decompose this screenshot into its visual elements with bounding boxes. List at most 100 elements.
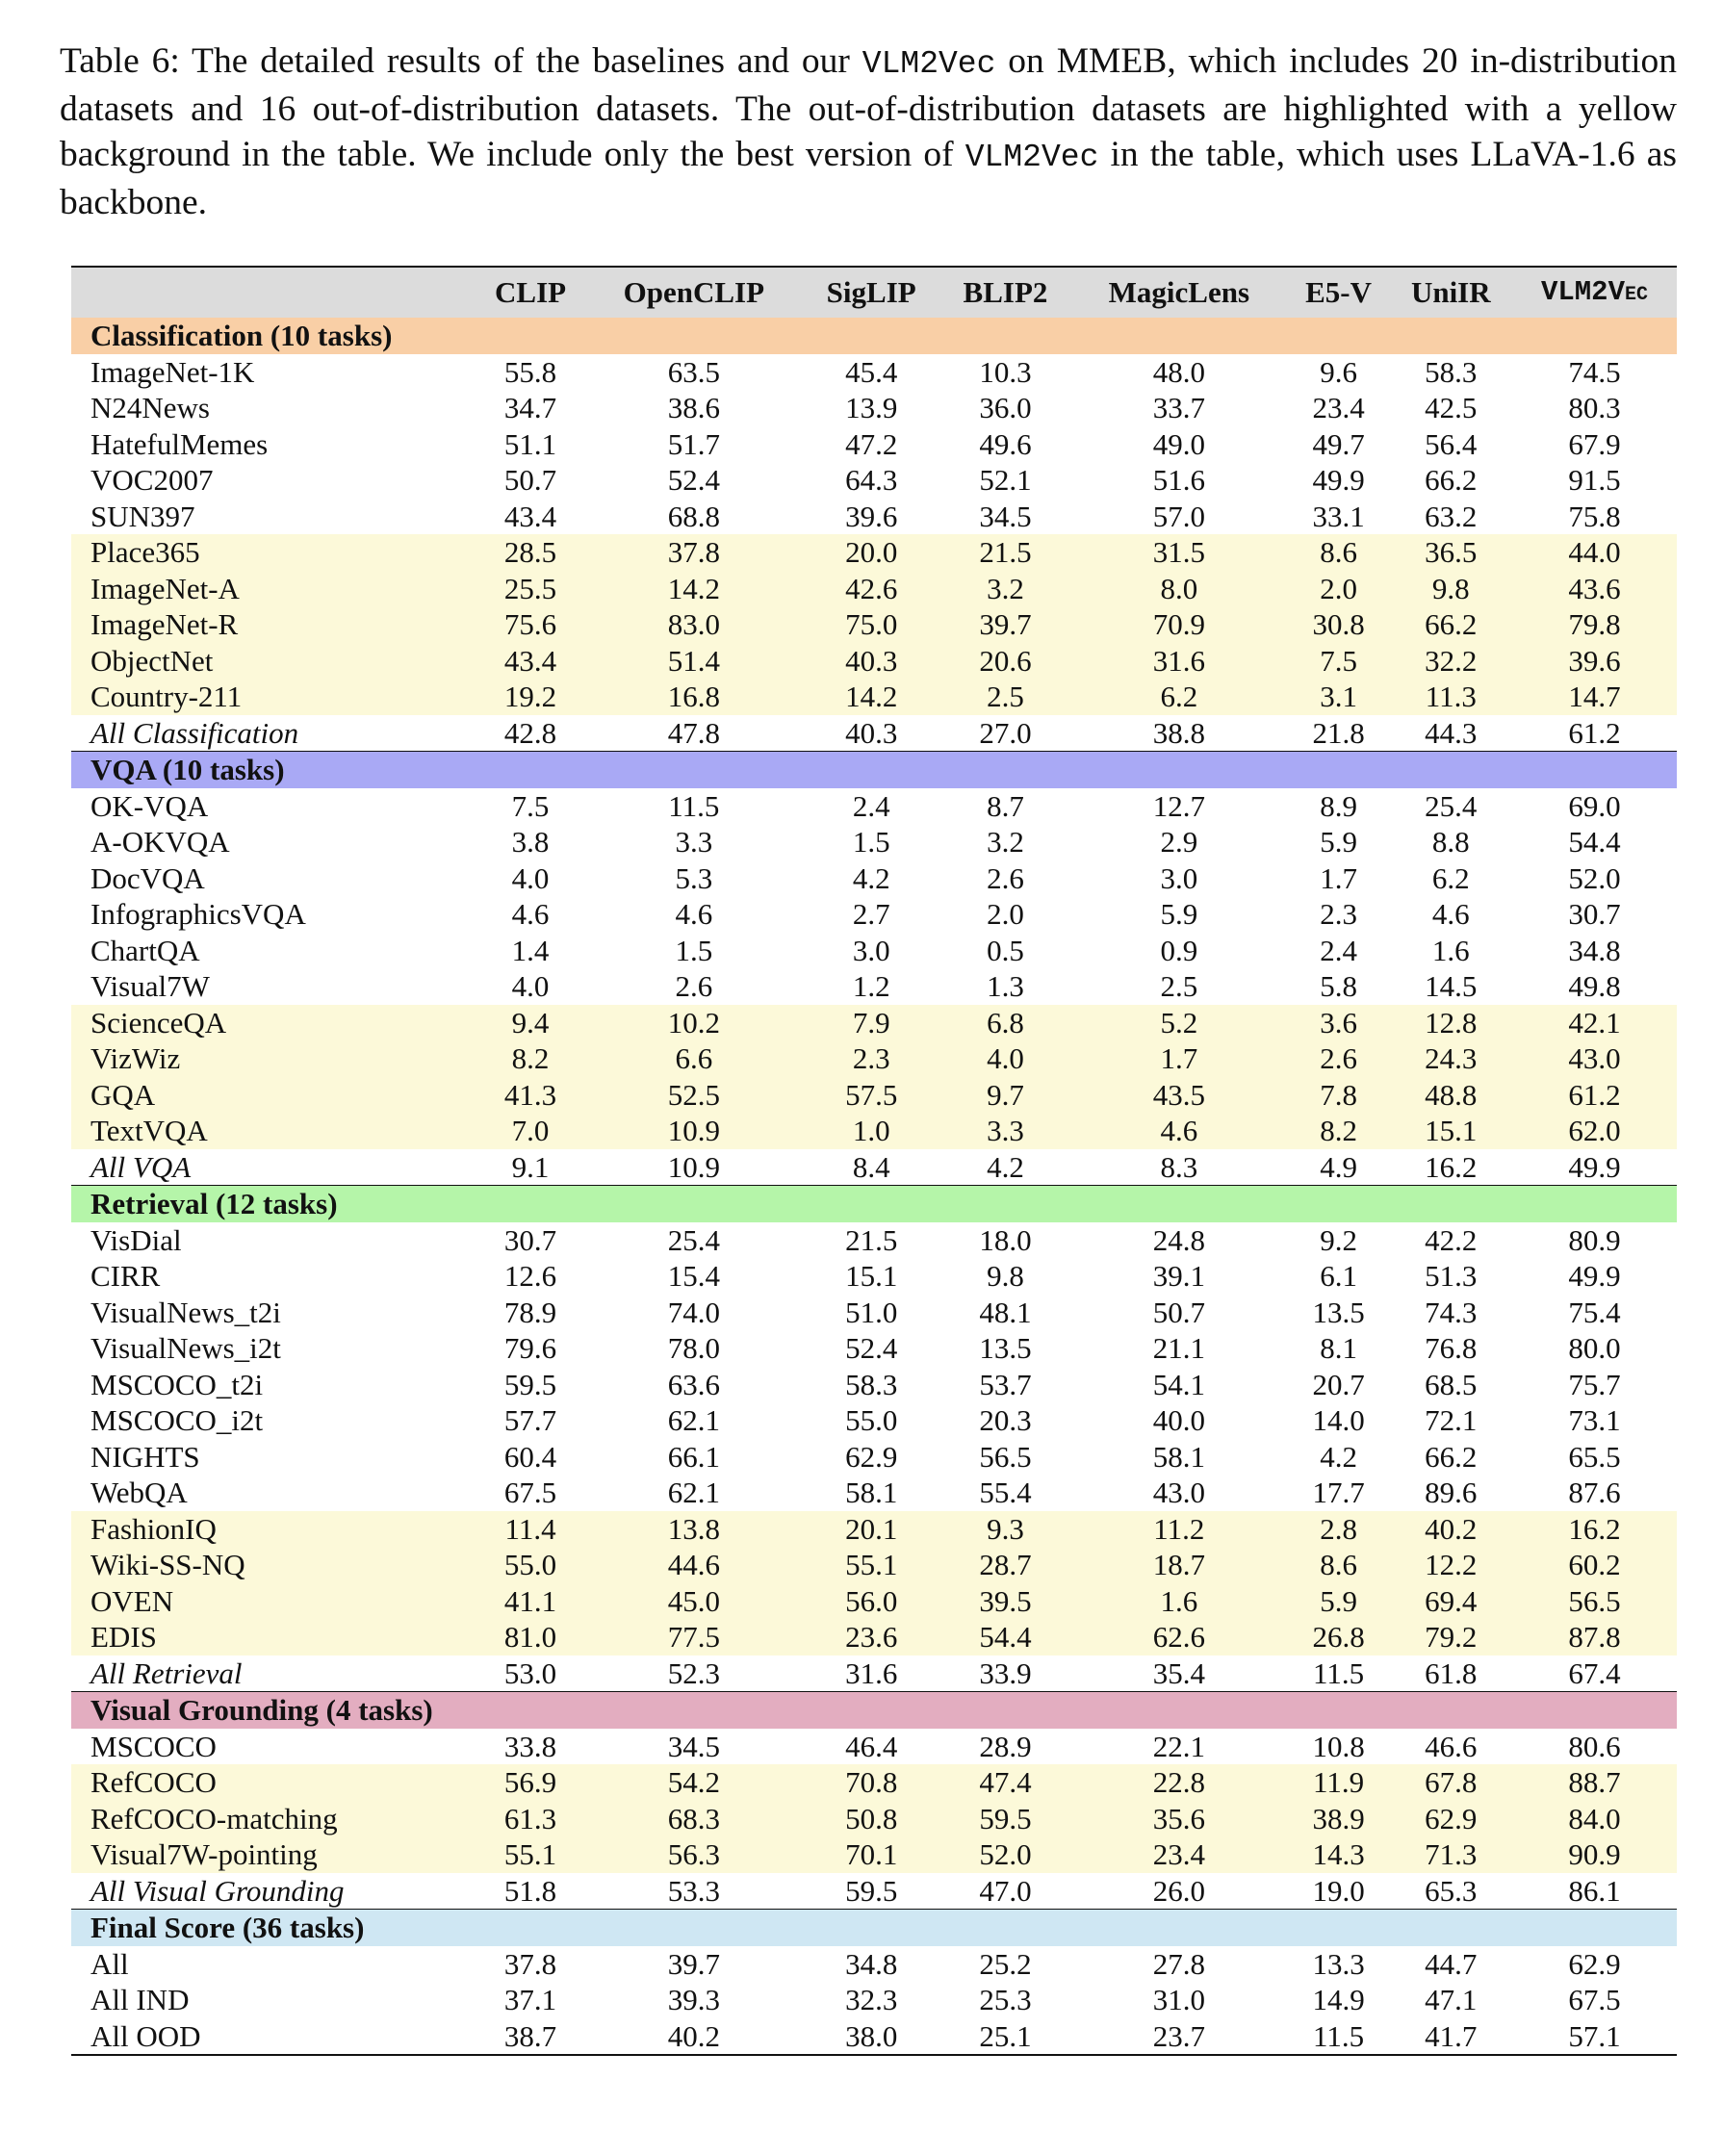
score-cell: 42.8 [503, 715, 557, 750]
score-cell: 3.3 [675, 825, 713, 859]
table-row: All IND 37.1 39.3 32.3 25.3 31.0 14.9 47.1 67.5 [71, 1982, 1677, 2018]
score-cell: 4.6 [511, 897, 550, 931]
summary-row: All Classification 42.8 47.8 40.3 27.0 38.8 21… [71, 715, 1677, 752]
score-cell: 35.4 [1152, 1656, 1205, 1690]
score-cell: 26.0 [1152, 1873, 1205, 1908]
score-cell: 3.3 [939, 1113, 1071, 1149]
dataset-name: EDIS [71, 1619, 476, 1656]
score-cell: 75.4 [1568, 1295, 1621, 1329]
score-cell: 1.5 [852, 825, 890, 859]
dataset-name: Place365 [71, 534, 476, 571]
score-cell: 16.2 [1425, 1149, 1478, 1184]
score-cell: 11.4 [476, 1510, 586, 1547]
score-cell: 16.8 [585, 679, 803, 715]
score-cell: 91.5 [1568, 463, 1621, 497]
score-cell: 59.5 [939, 1800, 1071, 1836]
table-row: Visual7W 4.0 2.6 1.2 1.3 2.5 5.8 14.5 49.8 [71, 968, 1677, 1005]
score-cell: 12.6 [503, 1259, 557, 1293]
score-cell: 13.8 [585, 1510, 803, 1547]
score-cell: 6.1 [1320, 1259, 1357, 1293]
score-cell: 34.8 [1568, 933, 1621, 967]
score-cell: 49.8 [1568, 969, 1621, 1003]
score-cell: 59.5 [503, 1367, 557, 1401]
score-cell: 36.5 [1389, 534, 1512, 571]
score-cell: 41.7 [1425, 2018, 1478, 2053]
table-header-row: CLIP OpenCLIP SigLIP BLIP2 MagicLens E5-V UniI… [71, 267, 1677, 318]
table-row: N24News 34.7 38.6 13.9 36.0 33.7 23.4 42.5 80.3 [71, 390, 1677, 426]
dataset-name: Visual7W [90, 969, 210, 1003]
score-cell: 62.0 [1511, 1113, 1677, 1149]
dataset-name: ScienceQA [71, 1004, 476, 1040]
score-cell: 61.8 [1425, 1656, 1478, 1690]
table-row: CIRR 12.6 15.4 15.1 9.8 39.1 6.1 51.3 49.9 [71, 1258, 1677, 1295]
score-cell: 62.9 [1568, 1946, 1621, 1981]
table-row: All 37.8 39.7 34.8 25.2 27.8 13.3 44.7 62.9 [71, 1946, 1677, 1983]
header-blank-cell [71, 267, 476, 318]
score-cell: 28.5 [476, 534, 586, 571]
score-cell: 1.6 [1431, 933, 1470, 967]
table-row: Visual7W-pointing 55.1 56.3 70.1 52.0 23.4 14.… [71, 1836, 1677, 1873]
dataset-name: OVEN [71, 1582, 476, 1619]
score-cell: 22.1 [1152, 1729, 1205, 1763]
score-cell: 58.3 [1425, 354, 1478, 389]
score-cell: 38.8 [1152, 715, 1205, 750]
dataset-name: VizWiz [71, 1040, 476, 1077]
caption-model-name: VLM2Vec [862, 46, 996, 82]
score-cell: 27.0 [979, 715, 1032, 750]
score-cell: 3.0 [1160, 860, 1198, 895]
dataset-name: ImageNet-R [71, 606, 476, 643]
score-cell: 8.4 [852, 1149, 890, 1184]
score-cell: 8.8 [1431, 825, 1470, 859]
score-cell: 2.5 [1160, 969, 1198, 1003]
score-cell: 18.0 [979, 1222, 1032, 1257]
score-cell: 12.7 [1152, 788, 1205, 823]
dataset-name: MSCOCO_i2t [90, 1403, 264, 1437]
score-cell: 0.5 [987, 933, 1024, 967]
score-cell: 69.0 [1568, 788, 1621, 823]
score-cell: 46.4 [845, 1729, 898, 1763]
score-cell: 34.5 [667, 1729, 720, 1763]
score-cell: 52.4 [667, 463, 720, 497]
score-cell: 19.0 [1312, 1873, 1365, 1908]
table-row: ImageNet-A 25.5 14.2 42.6 3.2 8.0 2.0 9.8 43.6 [71, 570, 1677, 606]
dataset-name: RefCOCO [71, 1764, 476, 1801]
score-cell: 41.1 [476, 1582, 586, 1619]
score-cell: 81.0 [476, 1619, 586, 1656]
section-title: Classification (10 tasks) [71, 318, 1677, 354]
dataset-name: All Retrieval [90, 1656, 243, 1690]
table-row: ObjectNet 43.4 51.4 40.3 20.6 31.6 7.5 32.2 39.6 [71, 642, 1677, 679]
score-cell: 52.0 [1568, 860, 1621, 895]
score-cell: 45.4 [845, 354, 898, 389]
score-cell: 8.7 [987, 788, 1024, 823]
score-cell: 2.9 [1160, 825, 1198, 859]
score-cell: 13.3 [1312, 1946, 1365, 1981]
score-cell: 1.3 [987, 969, 1024, 1003]
score-cell: 36.0 [979, 391, 1032, 424]
summary-row: All VQA 9.1 10.9 8.4 4.2 8.3 4.9 16.2 49.9 [71, 1149, 1677, 1186]
score-cell: 55.1 [476, 1836, 586, 1873]
score-cell: 60.4 [503, 1439, 557, 1474]
dataset-name: MSCOCO_t2i [90, 1367, 264, 1401]
score-cell: 62.6 [1070, 1619, 1288, 1656]
score-cell: 75.7 [1568, 1367, 1621, 1401]
score-cell: 11.3 [1389, 679, 1512, 715]
score-cell: 30.7 [503, 1222, 557, 1257]
score-cell: 2.4 [852, 788, 890, 823]
score-cell: 23.7 [1152, 2018, 1205, 2053]
score-cell: 43.6 [1511, 570, 1677, 606]
score-cell: 54.1 [1152, 1367, 1205, 1401]
score-cell: 20.0 [802, 534, 940, 571]
score-cell: 90.9 [1511, 1836, 1677, 1873]
score-cell: 20.7 [1312, 1367, 1365, 1401]
score-cell: 23.6 [802, 1619, 940, 1656]
score-cell: 54.4 [1568, 825, 1621, 859]
score-cell: 8.1 [1320, 1331, 1357, 1365]
table-row: VisDial 30.7 25.4 21.5 18.0 24.8 9.2 42.2 80.9 [71, 1222, 1677, 1259]
dataset-name: A-OKVQA [90, 825, 230, 859]
score-cell: 39.6 [1511, 642, 1677, 679]
score-cell: 9.8 [987, 1259, 1024, 1293]
score-cell: 17.7 [1312, 1476, 1365, 1509]
score-cell: 66.1 [667, 1439, 720, 1474]
score-cell: 39.3 [667, 1983, 720, 2016]
score-cell: 62.9 [845, 1439, 898, 1474]
